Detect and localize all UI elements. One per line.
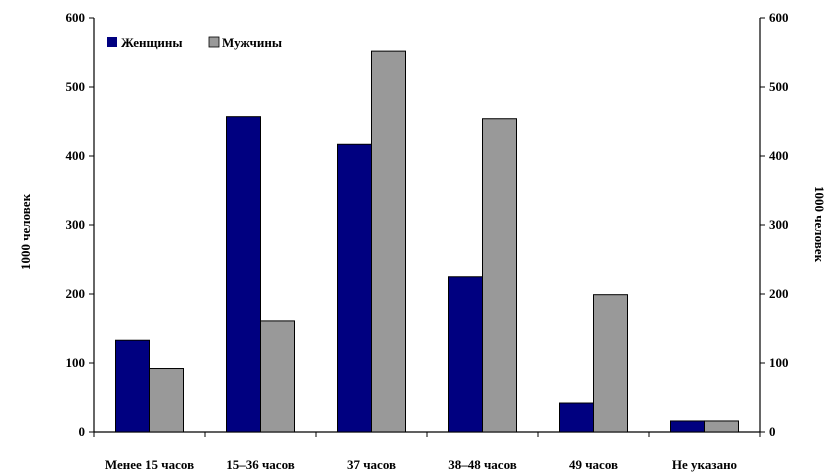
right-tick-label: 500 — [769, 79, 789, 94]
left-tick-label: 100 — [66, 355, 86, 370]
bar-women — [448, 276, 483, 433]
bar-women — [226, 116, 261, 433]
bar-men — [704, 420, 739, 433]
y-axis-label-left: 1000 человек — [18, 193, 33, 270]
bar-women — [559, 402, 594, 433]
x-axis: Менее 15 часов 15–36 часов 37 часов 38–48 ч… — [93, 432, 761, 472]
right-tick-label: 300 — [769, 217, 789, 232]
legend-label-women: Женщины — [121, 35, 183, 50]
bar-women — [115, 339, 150, 433]
x-tick-label: 38–48 часов — [448, 457, 517, 472]
left-tick-label: 500 — [66, 79, 86, 94]
right-tick-label: 100 — [769, 355, 789, 370]
right-tick-label: 600 — [769, 10, 789, 25]
legend-swatch-women — [107, 37, 117, 47]
bar-men — [593, 294, 628, 433]
legend-swatch-men — [208, 36, 220, 48]
bar-women — [670, 420, 705, 433]
x-tick-label: Не указано — [672, 457, 737, 472]
right-tick-label: 0 — [769, 424, 776, 439]
right-tick-label: 400 — [769, 148, 789, 163]
left-tick-label: 600 — [66, 10, 86, 25]
bar-men — [260, 320, 295, 433]
left-tick-label: 400 — [66, 148, 86, 163]
left-tick-label: 0 — [79, 424, 86, 439]
legend-label-men: Мужчины — [222, 35, 282, 50]
plot-area — [93, 18, 761, 433]
left-y-axis: 0 100 200 300 400 500 600 — [66, 10, 94, 439]
left-tick-label: 200 — [66, 286, 86, 301]
bar-men — [371, 50, 406, 433]
x-tick-label: Менее 15 часов — [105, 457, 194, 472]
bar-women — [337, 143, 372, 433]
y-axis-label-right: 1000 человек — [812, 186, 827, 263]
x-tick-label: 49 часов — [569, 457, 618, 472]
bar-men — [149, 368, 184, 433]
left-tick-label: 300 — [66, 217, 86, 232]
right-tick-label: 200 — [769, 286, 789, 301]
x-tick-label: 37 часов — [347, 457, 396, 472]
x-tick-label: 15–36 часов — [226, 457, 295, 472]
right-y-axis: 0 100 200 300 400 500 600 — [760, 10, 789, 439]
legend: Женщины Мужчины — [107, 35, 282, 50]
bars-group — [115, 50, 739, 433]
bar-men — [482, 118, 517, 433]
